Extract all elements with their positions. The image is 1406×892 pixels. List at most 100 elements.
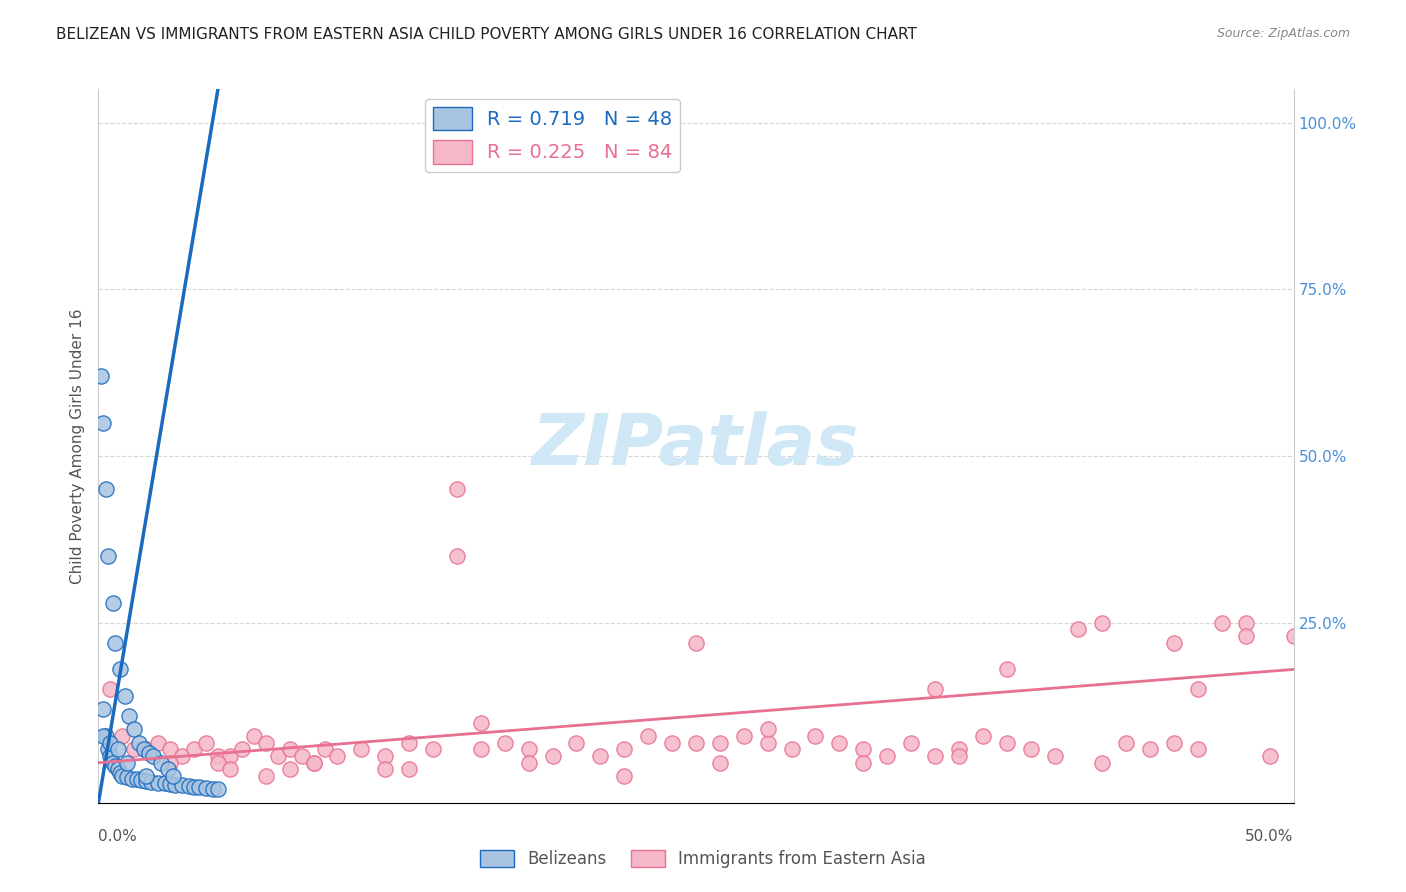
Point	[637, 729, 659, 743]
Point	[107, 742, 129, 756]
Point	[828, 736, 851, 750]
Point	[613, 769, 636, 783]
Point	[995, 662, 1018, 676]
Point	[709, 736, 731, 750]
Point	[101, 756, 124, 770]
Point	[780, 742, 803, 756]
Point	[91, 729, 114, 743]
Point	[94, 729, 117, 743]
Point	[302, 756, 325, 770]
Point	[446, 483, 468, 497]
Point	[183, 742, 205, 756]
Text: Source: ZipAtlas.com: Source: ZipAtlas.com	[1216, 27, 1350, 40]
Point	[231, 742, 253, 756]
Point	[183, 780, 205, 794]
Point	[155, 776, 177, 790]
Text: ZIPatlas: ZIPatlas	[533, 411, 859, 481]
Point	[98, 749, 122, 764]
Point	[900, 736, 922, 750]
Point	[194, 781, 218, 796]
Point	[98, 682, 122, 697]
Point	[398, 763, 420, 777]
Y-axis label: Child Poverty Among Girls Under 16: Child Poverty Among Girls Under 16	[69, 309, 84, 583]
Point	[613, 742, 636, 756]
Point	[302, 756, 325, 770]
Point	[1067, 623, 1090, 637]
Point	[148, 776, 170, 790]
Point	[97, 549, 120, 563]
Point	[156, 763, 179, 777]
Point	[202, 781, 225, 796]
Point	[1211, 615, 1233, 630]
Point	[924, 749, 946, 764]
Point	[756, 723, 779, 737]
Point	[159, 742, 181, 756]
Point	[135, 774, 157, 789]
Point	[172, 749, 194, 764]
Point	[125, 772, 148, 787]
Point	[219, 763, 242, 777]
Point	[172, 779, 194, 793]
Text: 50.0%: 50.0%	[1246, 830, 1294, 845]
Point	[91, 702, 114, 716]
Point	[118, 709, 141, 723]
Point	[254, 769, 277, 783]
Point	[876, 749, 898, 764]
Point	[121, 772, 143, 786]
Point	[1187, 682, 1209, 697]
Point	[159, 777, 181, 791]
Point	[219, 749, 242, 764]
Point	[104, 759, 127, 773]
Point	[326, 749, 349, 764]
Point	[733, 729, 755, 743]
Point	[470, 715, 492, 730]
Point	[541, 749, 564, 764]
Point	[1019, 742, 1042, 756]
Point	[1163, 736, 1185, 750]
Point	[685, 636, 707, 650]
Point	[135, 742, 157, 756]
Point	[291, 749, 314, 764]
Point	[90, 368, 112, 383]
Point	[94, 483, 117, 497]
Point	[207, 756, 229, 770]
Point	[422, 742, 444, 756]
Point	[374, 763, 396, 777]
Point	[97, 742, 120, 756]
Point	[132, 742, 155, 756]
Point	[114, 689, 136, 703]
Point	[163, 778, 186, 792]
Point	[111, 769, 134, 783]
Point	[756, 736, 779, 750]
Point	[315, 742, 337, 756]
Point	[159, 756, 181, 770]
Point	[1234, 629, 1257, 643]
Point	[138, 746, 160, 760]
Point	[1091, 756, 1114, 770]
Point	[995, 736, 1018, 750]
Point	[131, 773, 153, 788]
Point	[207, 782, 229, 797]
Point	[1115, 736, 1137, 750]
Point	[91, 416, 114, 430]
Point	[1234, 615, 1257, 630]
Point	[685, 736, 707, 750]
Point	[1258, 749, 1281, 764]
Point	[104, 636, 127, 650]
Point	[111, 729, 134, 743]
Point	[162, 769, 184, 783]
Point	[374, 749, 396, 764]
Point	[115, 771, 138, 785]
Point	[124, 742, 146, 756]
Point	[350, 742, 373, 756]
Point	[124, 723, 146, 737]
Point	[948, 749, 970, 764]
Point	[589, 749, 612, 764]
Point	[852, 742, 875, 756]
Point	[98, 736, 122, 750]
Point	[108, 662, 131, 676]
Point	[1139, 742, 1161, 756]
Point	[446, 549, 468, 563]
Point	[194, 736, 218, 750]
Point	[1163, 636, 1185, 650]
